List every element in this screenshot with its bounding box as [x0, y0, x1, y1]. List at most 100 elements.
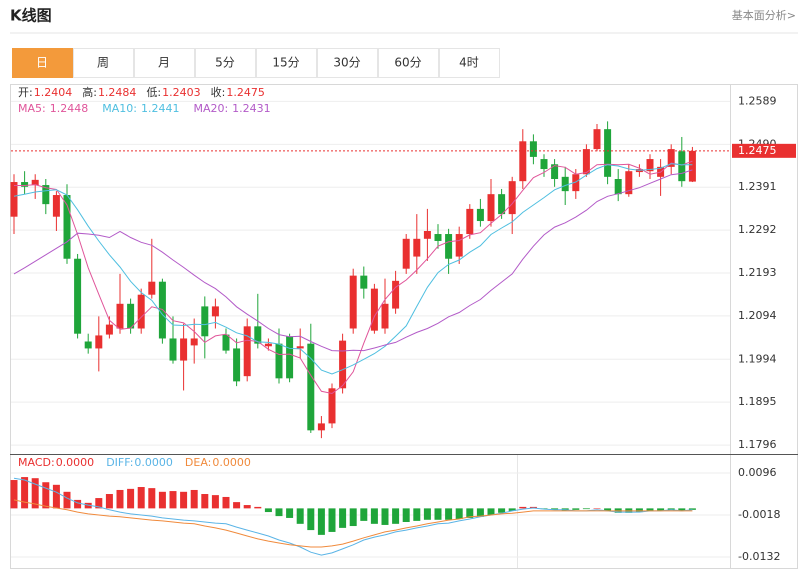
fundamental-link[interactable]: 基本面分析> — [732, 8, 796, 22]
y-tick-label: 0.0096 — [738, 466, 777, 479]
candle-body — [604, 129, 612, 177]
tab[interactable] — [195, 48, 256, 78]
candle-body — [254, 326, 262, 344]
candle-body — [529, 141, 537, 157]
tab-label[interactable]: 60分 — [394, 56, 421, 70]
macd-bar — [498, 508, 506, 513]
candle-body — [307, 343, 315, 431]
candle-body — [540, 159, 548, 170]
plot: 1.25891.24901.23911.22921.21931.20941.19… — [10, 85, 796, 563]
last-price-label: 1.2475 — [738, 144, 777, 157]
macd-bar — [137, 487, 145, 509]
macd-bar — [466, 508, 474, 518]
tab-label[interactable]: 日 — [36, 56, 48, 70]
candle-body — [445, 234, 453, 259]
candle-body — [169, 338, 177, 361]
legend-text: 1.2475 — [226, 86, 265, 99]
macd-bar — [95, 498, 103, 509]
tab[interactable] — [378, 48, 439, 78]
tab[interactable] — [134, 48, 195, 78]
macd-bar — [148, 488, 156, 509]
macd-bar — [423, 508, 431, 520]
candle-body — [52, 195, 60, 217]
tab[interactable] — [12, 48, 73, 78]
macd-bar — [392, 508, 400, 524]
ma-line — [13, 169, 693, 352]
candle-body — [360, 275, 368, 289]
macd-bar — [180, 491, 188, 509]
candle-body — [392, 280, 400, 309]
candle-body — [31, 179, 39, 186]
macd-bar — [381, 508, 389, 525]
tab[interactable] — [317, 48, 378, 78]
legend-text: 0.0000 — [134, 456, 173, 469]
tab[interactable] — [73, 48, 134, 78]
macd-bar — [296, 508, 304, 524]
y-tick-label: -0.0132 — [738, 550, 780, 563]
candle-body — [561, 176, 569, 192]
candle-body — [667, 149, 675, 167]
ma-line — [13, 163, 693, 375]
ma-line — [14, 160, 693, 395]
tab[interactable] — [256, 48, 317, 78]
tab-label[interactable]: 4时 — [459, 56, 479, 70]
candle-body — [42, 185, 50, 205]
candle-body — [190, 338, 198, 346]
tab-label[interactable]: 5分 — [215, 56, 235, 70]
candle-body — [296, 346, 304, 349]
tab-label[interactable]: 15分 — [272, 56, 299, 70]
candle-body — [264, 343, 272, 347]
macd-bar — [74, 499, 82, 509]
candle-body — [498, 194, 506, 215]
candle-body — [84, 341, 92, 349]
legend-text: 1.2448 — [50, 102, 89, 115]
candle-body — [455, 234, 463, 257]
legend-text: 1.2484 — [98, 86, 137, 99]
legend-text: 1.2404 — [34, 86, 73, 99]
candle-body — [572, 174, 580, 192]
macd-bar — [254, 506, 262, 509]
legend-text: MACD: — [18, 456, 55, 469]
y-tick-label: 1.2391 — [738, 180, 777, 193]
candle-body — [10, 182, 18, 217]
y-tick-label: -0.0018 — [738, 508, 780, 521]
tab-label[interactable]: 30分 — [333, 56, 360, 70]
candle-body — [625, 171, 633, 195]
candle-body — [519, 141, 527, 182]
macd-bar — [508, 508, 516, 511]
legend-text: 0.0000 — [56, 456, 95, 469]
macd-bar — [243, 505, 251, 509]
tab[interactable] — [439, 48, 500, 78]
macd-bar — [604, 508, 612, 511]
macd-line — [13, 499, 693, 548]
candle-body — [180, 338, 188, 361]
macd-bar — [667, 508, 675, 510]
macd-bar — [264, 508, 272, 513]
candle-body — [466, 208, 474, 235]
macd-bar — [190, 489, 198, 509]
legend-text: 1.2431 — [232, 102, 271, 115]
y-tick-label: 1.1895 — [738, 395, 777, 408]
macd-bar — [307, 508, 315, 531]
y-tick-label: 1.2292 — [738, 223, 777, 236]
candle-body — [646, 159, 654, 172]
candle-body — [116, 303, 124, 329]
candle-body — [328, 388, 336, 424]
macd-bar — [116, 489, 124, 509]
legend-text: MA10: — [102, 102, 137, 115]
candle-body — [688, 150, 696, 182]
macd-bar — [646, 508, 654, 511]
candle-body — [148, 281, 156, 295]
candle-body — [127, 303, 135, 329]
macd-bar — [286, 508, 294, 518]
tab-label[interactable]: 月 — [158, 56, 170, 70]
candle-body — [105, 324, 113, 335]
candle-body — [339, 340, 347, 389]
macd-bar — [211, 495, 219, 509]
tab-label[interactable]: 周 — [97, 56, 109, 70]
tab-bar: 日 周 月 5分 15分 30分 60分 4时 — [12, 48, 500, 78]
macd-bar — [551, 508, 559, 510]
macd-bar — [233, 502, 241, 509]
